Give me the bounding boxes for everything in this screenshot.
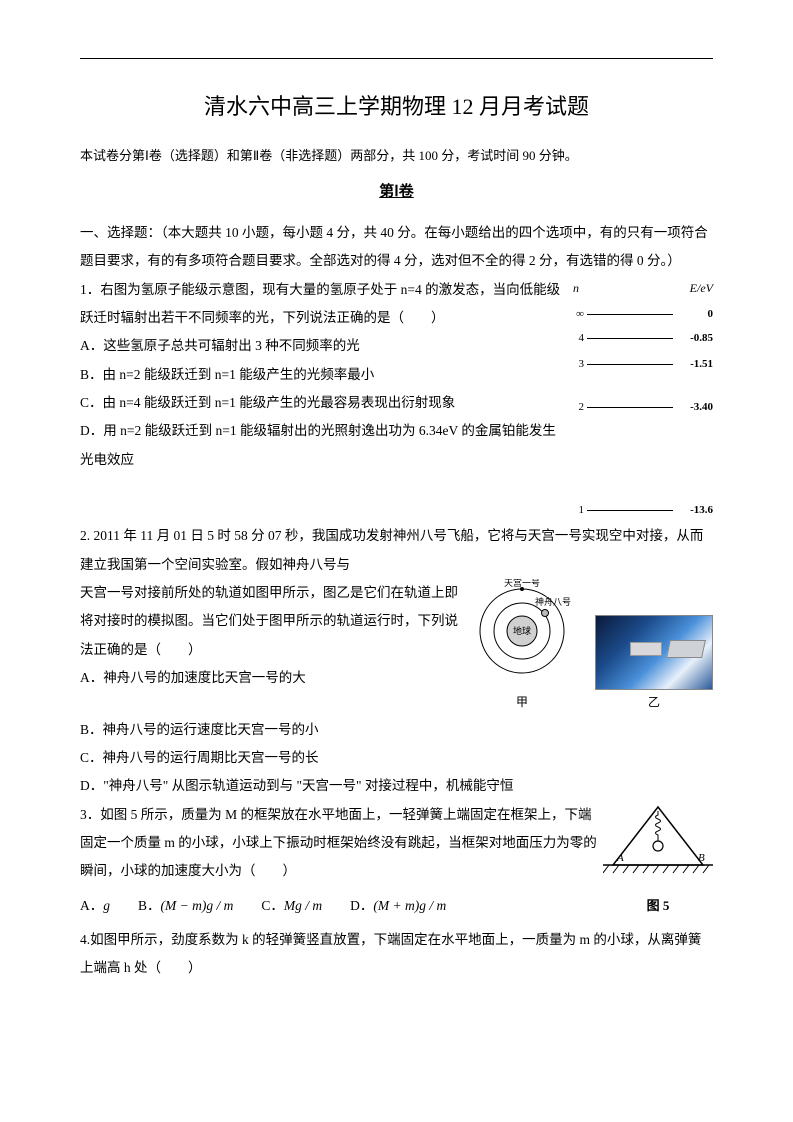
energy-level-diagram: n E/eV ∞ 0 4 -0.85 3 -1.51 2 -3.40 1 -13…: [573, 276, 713, 523]
orbit-svg: 地球 天宫一号 神舟八号: [467, 579, 577, 679]
energy-e-inf: 0: [673, 303, 713, 326]
q3-opt-d: D．(M + m)g / m: [350, 892, 446, 920]
energy-line: [587, 407, 673, 408]
q2-opt-d: D．"神舟八号" 从图示轨道运动到与 "天宫一号" 对接过程中，机械能守恒: [80, 772, 713, 800]
q2-stem-1: 2. 2011 年 11 月 01 日 5 时 58 分 07 秒，我国成功发射…: [80, 522, 713, 579]
energy-line: [587, 510, 673, 511]
docking-photo: [595, 615, 713, 690]
orbit-earth-label: 地球: [513, 625, 531, 636]
q4-stem: 4.如图甲所示，劲度系数为 k 的轻弹簧竖直放置，下端固定在水平地面上，一质量为…: [80, 926, 713, 983]
svg-text:B: B: [698, 852, 705, 864]
svg-text:A: A: [616, 852, 624, 864]
energy-n-2: 2: [573, 396, 587, 419]
energy-hdr-e: E/eV: [690, 276, 713, 301]
photo-figure: 乙: [595, 615, 713, 715]
q3-opt-c: C．Mg / m: [261, 892, 322, 920]
energy-hdr-n: n: [573, 276, 579, 301]
energy-line: [587, 314, 673, 315]
orbit-sz-label: 神舟八号: [535, 596, 571, 607]
energy-n-4: 4: [573, 327, 587, 350]
q3-options-row: A．g B．(M − m)g / m C．Mg / m D．(M + m)g /…: [80, 892, 603, 920]
energy-n-1: 1: [573, 499, 587, 522]
fig-cap-jia: 甲: [467, 690, 577, 715]
q3-figure: B A 图 5: [603, 801, 713, 920]
choice-instructions: 一、选择题：（本大题共 10 小题，每小题 4 分，共 40 分。在每小题给出的…: [80, 219, 713, 276]
header-note: 本试卷分第Ⅰ卷（选择题）和第Ⅱ卷（非选择题）两部分，共 100 分，考试时间 9…: [80, 142, 713, 169]
energy-n-inf: ∞: [573, 303, 587, 326]
triangle-svg: B A: [603, 801, 713, 881]
page-top-rule: [80, 58, 713, 59]
energy-n-3: 3: [573, 353, 587, 376]
orbit-tg-label: 天宫一号: [504, 579, 540, 588]
energy-e-1: -13.6: [673, 499, 713, 522]
q2-opt-c: C．神舟八号的运行周期比天宫一号的长: [80, 744, 713, 772]
q3-fig-cap: 图 5: [603, 892, 713, 919]
energy-line: [587, 338, 673, 339]
energy-e-3: -1.51: [673, 353, 713, 376]
fig-cap-yi: 乙: [595, 690, 713, 715]
exam-title: 清水六中高三上学期物理 12 月月考试题: [80, 84, 713, 130]
energy-line: [587, 364, 673, 365]
q3-opt-a: A．g: [80, 892, 110, 920]
energy-e-2: -3.40: [673, 396, 713, 419]
section-1-heading: 第Ⅰ卷: [80, 177, 713, 209]
orbit-figure: 地球 天宫一号 神舟八号 甲: [467, 579, 577, 716]
q2-figures: 地球 天宫一号 神舟八号 甲 乙: [467, 579, 713, 716]
q2-opt-b: B．神舟八号的运行速度比天宫一号的小: [80, 716, 713, 744]
q3-opt-b: B．(M − m)g / m: [138, 892, 233, 920]
energy-e-4: -0.85: [673, 327, 713, 350]
